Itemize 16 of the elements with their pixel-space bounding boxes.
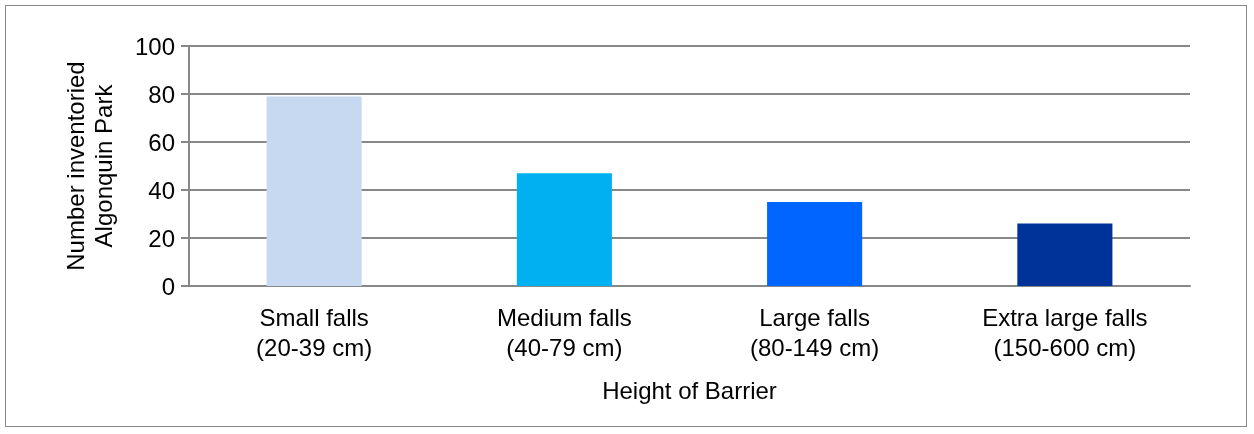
bar [266, 96, 362, 286]
y-tick-label: 40 [148, 176, 175, 204]
y-tick-label: 60 [148, 128, 175, 156]
bar [1017, 223, 1113, 286]
x-tick-label: Medium falls (40-79 cm) [497, 303, 632, 361]
y-tick-label: 20 [148, 224, 175, 252]
x-tick-label: Extra large falls (150-600 cm) [982, 303, 1148, 361]
y-tick-label: 0 [161, 272, 175, 300]
bar [767, 202, 863, 286]
y-tick-label: 100 [134, 32, 175, 60]
y-tick-label: 80 [148, 80, 175, 108]
x-tick-label: Small falls (20-39 cm) [256, 303, 373, 361]
y-axis-title: Number inventoried Algonquin Park [61, 61, 117, 271]
bar [516, 173, 612, 286]
x-tick-label: Large falls (80-149 cm) [749, 303, 880, 361]
x-axis-title: Height of Barrier [602, 376, 777, 404]
